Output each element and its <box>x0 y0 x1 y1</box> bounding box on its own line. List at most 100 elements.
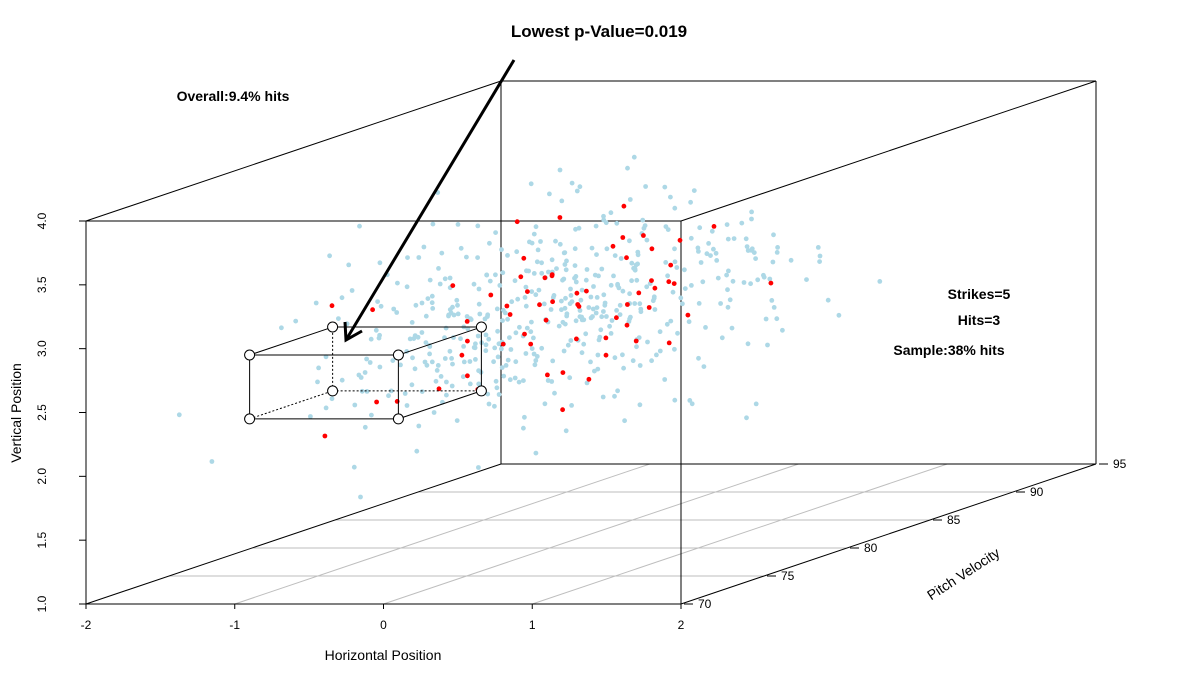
strike-point <box>611 273 616 279</box>
strike-point <box>657 329 663 335</box>
strike-point <box>665 273 670 279</box>
strike-point <box>719 335 725 341</box>
hit-point <box>545 372 550 378</box>
strike-point <box>327 253 332 259</box>
strike-point <box>730 278 736 284</box>
strike-point <box>377 260 383 266</box>
strike-point <box>601 217 607 223</box>
strike-point <box>725 287 730 293</box>
z-tick-label: 85 <box>947 513 961 527</box>
strike-point <box>390 358 396 363</box>
strike-point <box>412 333 418 338</box>
strike-point <box>513 330 519 336</box>
strike-point <box>836 312 842 318</box>
strike-point <box>394 310 400 315</box>
strike-point <box>591 284 596 289</box>
strike-point <box>483 348 489 354</box>
strike-point <box>709 228 715 234</box>
strike-point <box>615 283 621 288</box>
strike-point <box>615 388 620 394</box>
strike-point <box>557 241 563 247</box>
strike-point <box>484 272 490 278</box>
strike-point <box>442 356 448 361</box>
hit-point <box>666 279 672 285</box>
strike-point <box>414 448 420 454</box>
hits-count-label: Hits=3 <box>958 312 1001 328</box>
strike-point <box>476 286 482 292</box>
strike-point <box>640 217 646 223</box>
hit-point <box>500 341 506 347</box>
strike-point <box>404 284 410 290</box>
strike-point <box>533 224 539 230</box>
strike-point <box>621 365 626 371</box>
strike-point <box>436 266 441 271</box>
strike-point <box>430 306 436 311</box>
strike-point <box>476 368 481 374</box>
strike-point <box>715 275 721 281</box>
strike-point <box>433 378 439 384</box>
strike-point <box>877 279 883 284</box>
strike-point <box>494 385 500 391</box>
strike-point <box>586 305 592 310</box>
hit-point <box>560 407 565 413</box>
strike-point <box>533 292 539 298</box>
y-tick-label: 3.5 <box>35 276 49 293</box>
strike-point <box>375 299 380 304</box>
strike-point <box>352 402 358 408</box>
hit-point <box>504 303 510 309</box>
strike-point <box>700 279 706 285</box>
strike-point <box>748 281 753 287</box>
strike-point <box>339 377 345 383</box>
strike-point <box>391 306 397 312</box>
strike-point <box>726 268 731 274</box>
frame-edge <box>680 80 1097 222</box>
strike-point <box>689 401 695 407</box>
strike-point <box>602 302 608 308</box>
hit-point <box>649 246 655 252</box>
strike-point <box>662 377 668 382</box>
strike-point <box>767 276 773 282</box>
strike-point <box>358 375 364 380</box>
strike-point <box>769 298 775 303</box>
strike-point <box>749 216 754 222</box>
strike-point <box>568 338 574 343</box>
hit-point <box>465 338 470 344</box>
strike-point <box>405 255 410 260</box>
strike-point <box>423 340 429 345</box>
strike-point <box>572 263 578 268</box>
strike-point <box>491 359 496 365</box>
strike-point <box>323 354 329 360</box>
strike-point <box>617 312 623 317</box>
hit-point <box>465 373 470 379</box>
hit-point <box>671 281 677 286</box>
strike-point <box>724 222 730 228</box>
strike-point <box>431 410 437 415</box>
strike-point <box>535 247 541 253</box>
strike-point <box>461 359 467 365</box>
strike-point <box>564 258 569 264</box>
strike-point <box>604 246 610 252</box>
strike-point <box>357 223 362 229</box>
strike-point <box>729 325 735 331</box>
x-tick-label: 0 <box>380 618 387 632</box>
strike-point <box>573 226 578 232</box>
strike-point <box>556 323 562 329</box>
hit-point <box>586 376 592 382</box>
strike-point <box>512 278 518 284</box>
strike-point <box>475 333 481 339</box>
strike-point <box>774 250 780 255</box>
box-edge <box>249 326 333 356</box>
strike-point <box>497 283 503 288</box>
strike-point <box>499 247 504 253</box>
strike-point <box>362 424 368 430</box>
strike-point <box>485 312 491 318</box>
strike-point <box>388 388 394 394</box>
strike-point <box>529 346 535 351</box>
strike-point <box>503 363 509 368</box>
strike-point <box>770 259 776 265</box>
strike-point <box>429 300 435 306</box>
strike-point <box>523 303 529 309</box>
strike-point <box>493 230 498 236</box>
strike-point <box>468 316 473 321</box>
strike-point <box>422 359 428 365</box>
